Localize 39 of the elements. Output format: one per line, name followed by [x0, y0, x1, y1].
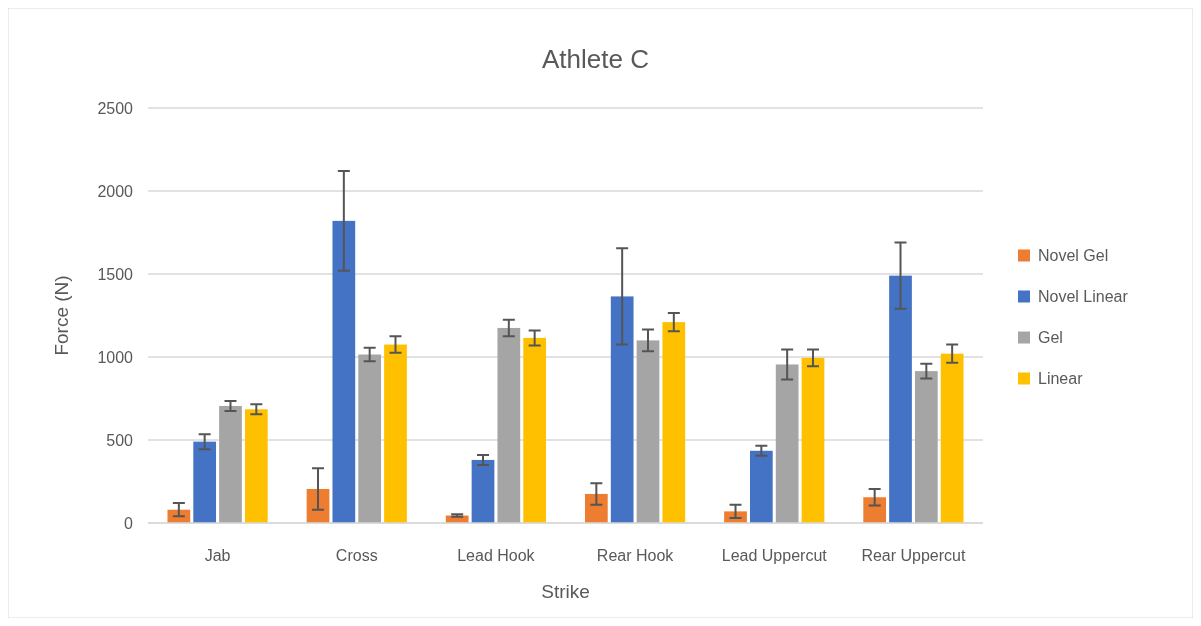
bar — [863, 497, 887, 523]
x-tick-label: Lead Uppercut — [721, 547, 828, 564]
bar — [584, 493, 608, 523]
bar — [610, 296, 634, 523]
bar — [219, 405, 242, 523]
bar — [914, 371, 938, 523]
legend-label: Novel Gel — [1038, 247, 1109, 265]
x-tick-label: Cross — [335, 547, 378, 564]
bar — [749, 450, 773, 523]
x-tick-label: Lead Hook — [457, 547, 536, 564]
bar — [384, 344, 407, 523]
x-tick-label: Rear Uppercut — [861, 547, 966, 564]
x-axis-title: Strike — [541, 581, 590, 602]
bar — [358, 354, 382, 523]
bar — [471, 459, 495, 523]
bar — [889, 275, 912, 523]
bar — [940, 353, 964, 523]
bar — [193, 441, 217, 523]
bar — [801, 357, 825, 523]
bar — [332, 220, 356, 523]
legend-label: Novel Linear — [1038, 288, 1129, 306]
bar — [523, 337, 547, 523]
y-tick-label: 2000 — [97, 182, 134, 200]
y-tick-label: 2500 — [97, 99, 134, 117]
bar — [636, 340, 660, 523]
bar — [775, 364, 799, 523]
y-tick-label: 500 — [106, 431, 134, 449]
x-tick-label: Jab — [204, 547, 231, 564]
bar — [497, 327, 521, 523]
y-tick-label: 0 — [124, 514, 134, 532]
chart-title: Athlete C — [542, 44, 649, 74]
bar — [244, 409, 268, 523]
bar — [662, 322, 686, 523]
legend-label: Linear — [1038, 370, 1084, 388]
y-tick-label: 1000 — [97, 348, 134, 366]
legend-label: Gel — [1038, 329, 1063, 347]
y-tick-label: 1500 — [97, 265, 134, 283]
x-tick-label: Rear Hook — [596, 547, 675, 564]
y-axis-title: Force (N) — [51, 275, 72, 356]
